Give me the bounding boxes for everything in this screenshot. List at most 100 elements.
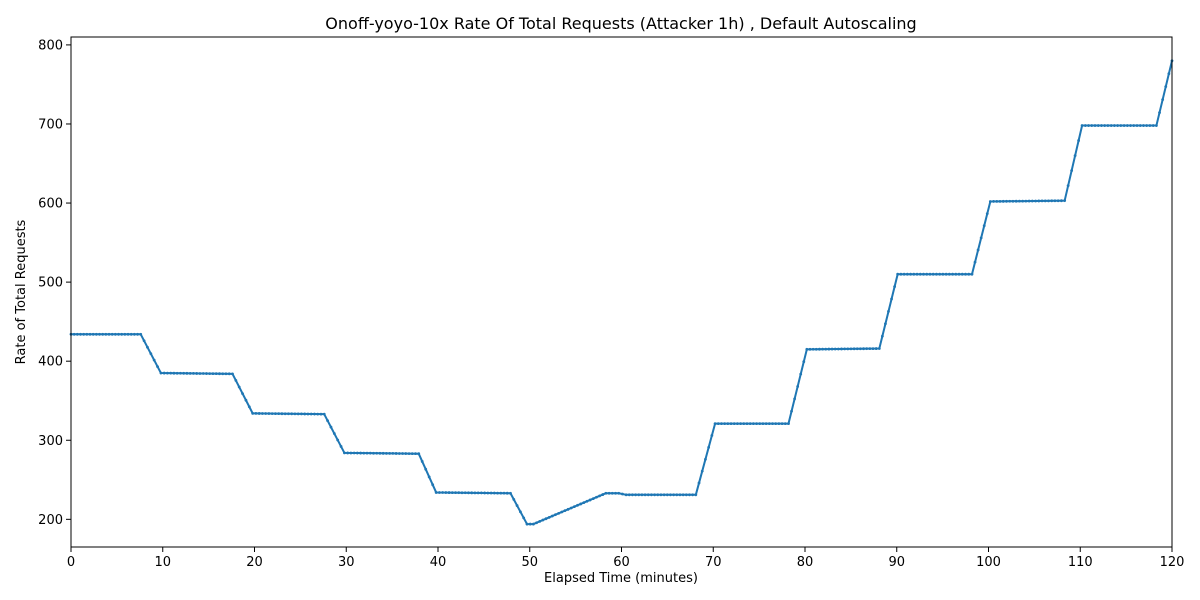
plot-area: [69, 59, 1174, 526]
data-point: [195, 372, 199, 375]
data-point: [254, 412, 258, 415]
data-point: [332, 432, 336, 435]
data-point: [85, 332, 89, 336]
data-point: [672, 493, 676, 497]
data-point: [107, 332, 111, 336]
data-point: [681, 493, 685, 497]
data-point: [818, 347, 821, 351]
data-point: [982, 224, 986, 228]
data-point: [761, 422, 765, 426]
data-point: [244, 398, 248, 402]
data-point: [79, 332, 82, 336]
data-point: [407, 452, 411, 455]
data-point: [808, 347, 812, 351]
data-point: [159, 371, 163, 375]
data-point: [346, 451, 350, 455]
data-point: [169, 371, 173, 375]
data-point: [296, 412, 300, 416]
y-tick-label: 500: [38, 276, 63, 291]
data-point: [1005, 199, 1008, 203]
data-point: [849, 347, 853, 351]
data-point: [852, 347, 856, 351]
data-point: [142, 339, 146, 343]
data-point: [877, 347, 881, 350]
data-point: [1167, 72, 1171, 76]
data-point: [604, 491, 608, 495]
plot-frame: [70, 36, 1173, 548]
data-point: [840, 347, 843, 351]
data-point: [198, 372, 202, 375]
data-point: [129, 332, 133, 336]
series-line: [71, 60, 1173, 526]
data-point: [947, 272, 951, 276]
data-point: [375, 451, 379, 455]
data-point: [404, 452, 408, 455]
data-point: [833, 347, 837, 351]
data-point: [710, 434, 714, 437]
y-tick-label: 600: [38, 197, 63, 212]
data-point: [522, 516, 526, 520]
data-point: [563, 509, 567, 513]
data-point: [1125, 124, 1129, 127]
data-point: [499, 491, 503, 495]
data-point: [662, 493, 666, 497]
data-point: [509, 491, 512, 495]
data-point: [799, 372, 803, 376]
data-point: [985, 212, 989, 215]
data-point: [796, 385, 800, 388]
data-point: [126, 332, 130, 336]
data-point: [1053, 199, 1057, 203]
data-point: [694, 493, 698, 497]
data-point: [1090, 124, 1094, 127]
data-point: [843, 347, 847, 351]
data-point: [247, 405, 251, 409]
data-point: [585, 499, 589, 503]
data-point: [621, 492, 624, 496]
data-point: [716, 422, 720, 426]
x-tick-label: 90: [888, 555, 905, 570]
data-point: [110, 332, 114, 336]
data-point: [1129, 124, 1132, 127]
data-point: [139, 332, 143, 336]
data-point: [1083, 124, 1087, 127]
data-point: [397, 452, 401, 455]
data-point: [1142, 124, 1145, 127]
data-point: [544, 517, 548, 521]
data-point: [303, 412, 307, 416]
data-point: [1040, 199, 1044, 203]
data-point: [624, 493, 628, 497]
data-point: [787, 422, 790, 426]
data-point: [951, 272, 954, 276]
data-point: [417, 452, 421, 456]
data-point: [401, 452, 404, 455]
data-point: [998, 199, 1002, 203]
data-point: [528, 522, 532, 526]
data-point: [1050, 199, 1054, 203]
data-point: [1063, 199, 1067, 203]
data-point: [205, 372, 208, 375]
data-point: [454, 491, 457, 495]
data-point: [214, 372, 218, 376]
data-point: [72, 332, 76, 336]
data-point: [525, 522, 529, 526]
data-point: [538, 519, 542, 523]
data-point: [515, 504, 519, 507]
data-point: [557, 511, 561, 515]
data-point: [736, 422, 739, 426]
data-point: [113, 332, 117, 336]
data-point: [811, 347, 815, 351]
data-point: [486, 491, 490, 495]
y-tick-label: 700: [38, 117, 63, 132]
data-point: [175, 371, 179, 375]
data-point: [123, 332, 127, 336]
data-point: [777, 422, 781, 426]
data-point: [713, 422, 717, 426]
data-point: [82, 332, 86, 336]
data-point: [610, 491, 614, 495]
data-point: [1164, 85, 1168, 89]
data-point: [691, 493, 695, 497]
data-point: [830, 347, 834, 351]
data-point: [992, 200, 995, 203]
data-point: [764, 422, 768, 426]
data-point: [967, 272, 971, 276]
